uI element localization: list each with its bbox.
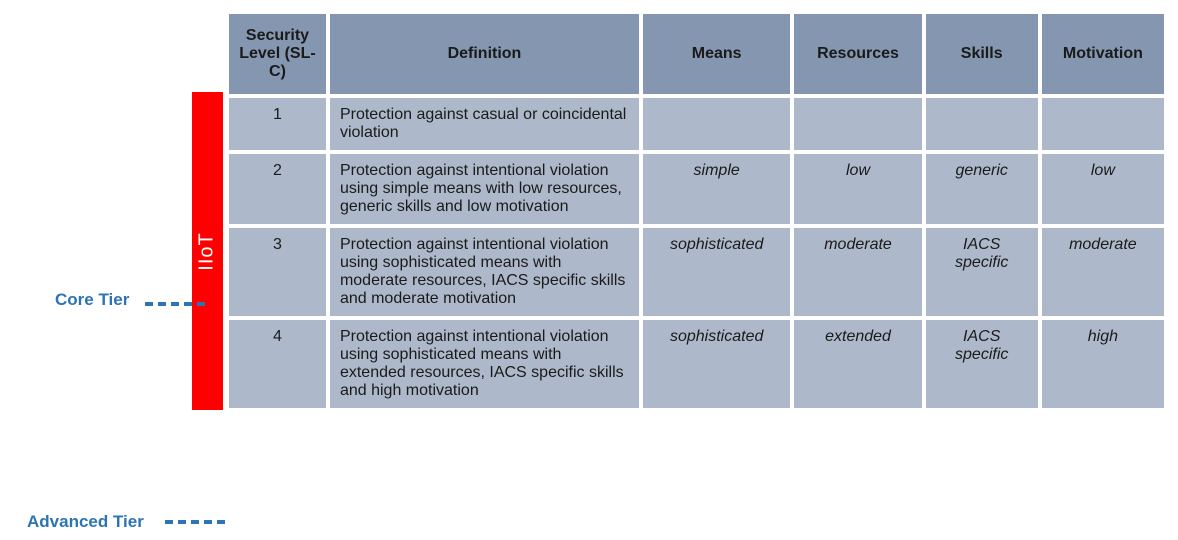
cell-level: 2 <box>227 152 328 226</box>
cell-means: sophisticated <box>641 318 792 410</box>
header-definition: Definition <box>328 12 641 96</box>
header-motivation: Motivation <box>1040 12 1166 96</box>
table-header-row: Security Level (SL-C) Definition Means R… <box>227 12 1166 96</box>
cell-definition: Protection against intentional violation… <box>328 152 641 226</box>
advanced-tier-label: Advanced Tier <box>27 512 144 532</box>
header-skills: Skills <box>924 12 1040 96</box>
cell-definition: Protection against intentional violation… <box>328 318 641 410</box>
cell-resources: moderate <box>792 226 923 318</box>
cell-motivation: low <box>1040 152 1166 226</box>
cell-definition: Protection against intentional violation… <box>328 226 641 318</box>
cell-skills: generic <box>924 152 1040 226</box>
iiot-label: IIoT <box>196 232 219 270</box>
iiot-header-spacer <box>190 10 225 90</box>
cell-resources: extended <box>792 318 923 410</box>
core-tier-label: Core Tier <box>55 290 129 310</box>
cell-means: simple <box>641 152 792 226</box>
security-levels-table: Security Level (SL-C) Definition Means R… <box>225 10 1168 412</box>
cell-skills: IACS specific <box>924 318 1040 410</box>
table-row: 3 Protection against intentional violati… <box>227 226 1166 318</box>
header-level: Security Level (SL-C) <box>227 12 328 96</box>
security-level-figure: Core Tier Advanced Tier IIoT Security Le… <box>10 10 1168 412</box>
tier-labels-column: Core Tier Advanced Tier <box>10 10 190 412</box>
cell-resources: low <box>792 152 923 226</box>
cell-level: 4 <box>227 318 328 410</box>
header-resources: Resources <box>792 12 923 96</box>
cell-means <box>641 96 792 152</box>
advanced-tier-dash <box>165 520 225 524</box>
table-row: 4 Protection against intentional violati… <box>227 318 1166 410</box>
iiot-bar: IIoT <box>190 90 225 412</box>
core-tier-dash <box>145 302 205 306</box>
cell-level: 1 <box>227 96 328 152</box>
cell-motivation: high <box>1040 318 1166 410</box>
cell-motivation: moderate <box>1040 226 1166 318</box>
cell-level: 3 <box>227 226 328 318</box>
cell-means: sophisticated <box>641 226 792 318</box>
iiot-column: IIoT <box>190 10 225 412</box>
header-means: Means <box>641 12 792 96</box>
cell-skills <box>924 96 1040 152</box>
cell-resources <box>792 96 923 152</box>
table-row: 2 Protection against intentional violati… <box>227 152 1166 226</box>
cell-skills: IACS specific <box>924 226 1040 318</box>
cell-motivation <box>1040 96 1166 152</box>
cell-definition: Protection against casual or coincidenta… <box>328 96 641 152</box>
table-row: 1 Protection against casual or coinciden… <box>227 96 1166 152</box>
